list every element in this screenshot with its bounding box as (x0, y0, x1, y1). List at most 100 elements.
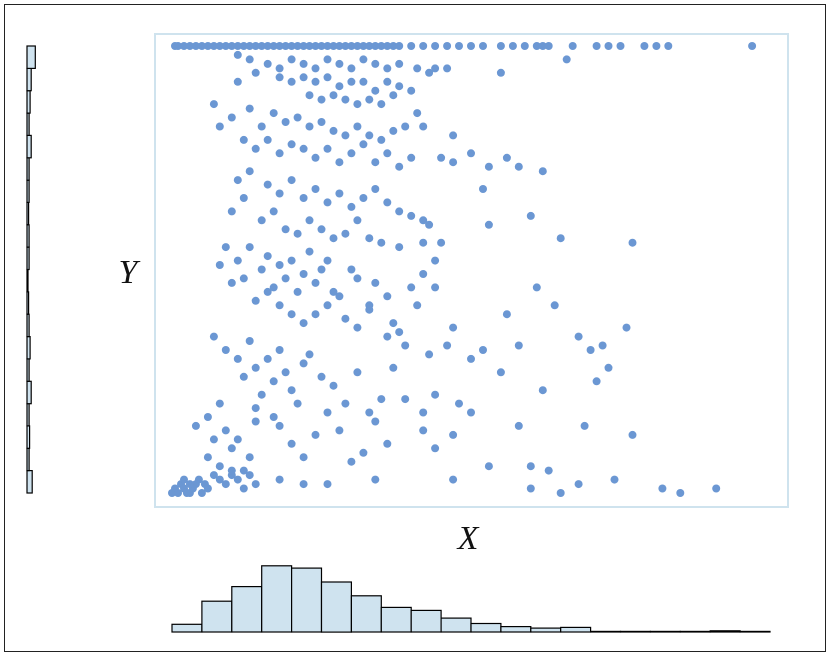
scatter-point (395, 59, 404, 68)
scatter-point (257, 122, 266, 131)
scatter-point (419, 270, 428, 278)
scatter-point (299, 59, 308, 68)
scatter-point (467, 408, 475, 417)
scatter-point (479, 42, 487, 50)
scatter-point (317, 42, 326, 50)
y-histogram-bar (26, 470, 33, 494)
scatter-point (526, 462, 535, 471)
scatter-point (419, 122, 428, 131)
scatter-point (467, 354, 475, 363)
scatter-point (550, 301, 559, 310)
x-histogram-bar (709, 630, 741, 633)
scatter-point (281, 274, 290, 283)
scatter-point (544, 466, 553, 475)
scatter-point (413, 301, 422, 310)
scatter-point (215, 42, 224, 50)
scatter-point (275, 421, 284, 430)
scatter-point (556, 489, 565, 497)
scatter-point (239, 372, 248, 381)
scatter-point (287, 77, 296, 86)
scatter-point (371, 475, 380, 484)
scatter-point (227, 42, 236, 50)
scatter-point (359, 77, 368, 86)
scatter-point (323, 144, 332, 153)
scatter-point (389, 126, 398, 135)
scatter-point (347, 77, 356, 86)
y-histogram-bar (26, 358, 30, 382)
scatter-point (407, 153, 416, 162)
scatter-point (574, 332, 583, 341)
scatter-point (329, 287, 338, 296)
scatter-point (191, 42, 200, 50)
scatter-point (383, 439, 392, 448)
scatter-point (239, 466, 248, 475)
scatter-point (233, 77, 242, 86)
scatter-point (341, 229, 350, 238)
figure-frame (4, 4, 826, 652)
scatter-point (425, 68, 434, 77)
scatter-point (185, 480, 194, 489)
scatter-point (275, 346, 284, 354)
scatter-point (449, 475, 458, 484)
y-marginal-histogram (26, 45, 36, 494)
scatter-point (347, 202, 356, 211)
scatter-point (335, 59, 344, 68)
scatter-point (299, 480, 308, 489)
scatter-point (395, 328, 404, 337)
x-histogram-bar (649, 630, 681, 633)
scatter-point (574, 480, 583, 489)
scatter-point (221, 243, 230, 252)
scatter-point (383, 42, 392, 50)
scatter-point (233, 42, 242, 50)
scatter-point (467, 42, 475, 50)
scatter-point (353, 323, 362, 332)
scatter-point (449, 430, 458, 439)
y-histogram-bar (26, 380, 32, 405)
scatter-point (365, 42, 374, 50)
y-histogram-bar (26, 90, 31, 114)
scatter-point (437, 238, 446, 247)
scatter-point (323, 73, 332, 82)
scatter-point (215, 261, 224, 269)
scatter-point (455, 42, 463, 50)
scatter-point (287, 55, 296, 64)
scatter-point (610, 475, 619, 484)
scatter-point (437, 153, 446, 162)
scatter-point (215, 462, 224, 471)
scatter-point (299, 73, 308, 82)
y-histogram-bar (26, 313, 30, 338)
scatter-point (383, 292, 392, 301)
scatter-point (335, 426, 344, 435)
scatter-point (359, 140, 368, 149)
scatter-point (371, 278, 380, 287)
scatter-point (281, 118, 290, 126)
scatter-point (323, 301, 332, 310)
scatter-point (389, 319, 398, 328)
scatter-point (544, 42, 553, 50)
scatter-point (592, 42, 601, 50)
scatter-point (299, 319, 308, 328)
scatter-point (209, 332, 218, 341)
scatter-point (532, 283, 541, 292)
scatter-point (227, 278, 236, 287)
scatter-point (305, 216, 314, 225)
scatter-point (323, 55, 332, 64)
scatter-point (197, 489, 206, 497)
scatter-point (311, 278, 320, 287)
scatter-point (431, 283, 440, 292)
scatter-point (562, 55, 571, 64)
scatter-point (299, 144, 308, 153)
scatter-point (329, 126, 338, 135)
scatter-point (401, 341, 410, 350)
scatter-point (604, 363, 613, 372)
scatter-point (377, 395, 386, 404)
scatter-point (526, 211, 535, 220)
scatter-point (389, 91, 398, 100)
scatter-point (245, 42, 254, 50)
scatter-point (263, 354, 272, 363)
scatter-point (329, 91, 338, 100)
scatter-point (341, 42, 350, 50)
scatter-point (251, 296, 260, 305)
scatter-point (353, 42, 362, 50)
scatter-point (664, 42, 673, 50)
